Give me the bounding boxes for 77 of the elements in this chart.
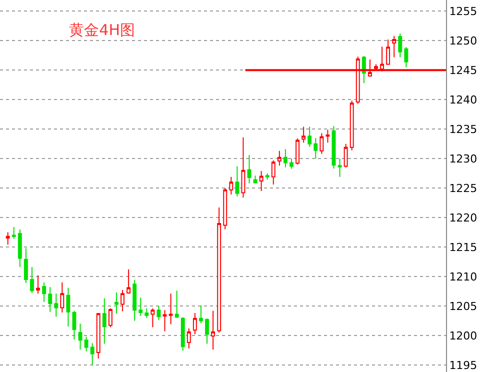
candlestick <box>320 132 324 154</box>
candlestick <box>84 336 88 352</box>
y-tick-label: 1220 <box>449 211 478 224</box>
y-tick-label: 1255 <box>449 5 478 18</box>
candlestick <box>241 136 246 198</box>
candlestick <box>180 316 185 352</box>
y-tick-label: 1250 <box>449 34 478 48</box>
candlestick <box>78 323 82 350</box>
candlestick <box>398 33 402 58</box>
candlestick <box>198 304 203 324</box>
candlestick <box>60 282 64 313</box>
candlestick <box>192 312 197 335</box>
candlestick <box>205 318 209 344</box>
candlestick <box>138 297 143 316</box>
candlestick <box>344 143 348 168</box>
candlestick <box>150 308 155 328</box>
candlestick <box>132 280 137 322</box>
y-tick-label: 1200 <box>449 329 478 342</box>
candlestick <box>223 188 228 230</box>
candlestick <box>102 298 106 344</box>
y-tick-label: 1215 <box>449 240 478 254</box>
candlestick <box>229 176 234 196</box>
candlestick <box>314 137 318 160</box>
candlestick <box>156 305 161 321</box>
y-tick-label: 1225 <box>449 182 478 195</box>
candlestick <box>6 232 10 246</box>
candlestick <box>332 126 336 170</box>
candlestick <box>168 293 173 325</box>
candlestick <box>72 310 76 340</box>
candlestick <box>24 248 28 284</box>
candlestick <box>96 312 100 359</box>
candlestick <box>362 56 366 84</box>
candlestick <box>386 39 390 66</box>
candlestick <box>108 308 112 328</box>
candlestick <box>66 287 70 328</box>
candlestick <box>211 310 216 350</box>
candlestick <box>265 172 270 180</box>
candlestick <box>36 274 40 294</box>
y-tick-label: 1205 <box>449 300 478 313</box>
candlestick <box>404 46 408 68</box>
candlestick <box>54 293 58 318</box>
candlestick <box>162 310 167 332</box>
candlestick <box>338 158 342 178</box>
candlestick <box>277 150 282 166</box>
candlestick <box>259 170 264 192</box>
candlestick <box>126 268 131 294</box>
candlestick <box>120 290 124 312</box>
candlestick <box>296 138 300 165</box>
candlestick <box>235 166 240 197</box>
candlestick <box>114 292 118 314</box>
y-tick-label: 1195 <box>449 358 478 372</box>
candlestick <box>144 308 149 318</box>
candlestick <box>308 126 312 148</box>
candlestick <box>42 282 46 302</box>
y-tick-label: 1235 <box>449 122 478 136</box>
candlestick <box>12 226 16 240</box>
y-tick-label: 1240 <box>449 93 478 106</box>
candlestick <box>253 175 258 184</box>
candlestick <box>247 154 252 184</box>
candlestick <box>18 228 22 268</box>
candlestick <box>283 148 288 168</box>
candlestick <box>90 342 94 366</box>
y-tick-label: 1245 <box>449 64 478 78</box>
candlestick <box>392 35 396 58</box>
candlestick <box>186 328 191 349</box>
y-tick-label: 1230 <box>449 152 478 166</box>
candlestick <box>30 266 34 294</box>
candlestick <box>271 160 276 186</box>
text: 黄金4H图 <box>69 21 135 40</box>
candlestick <box>48 286 52 312</box>
candlestick <box>174 290 179 318</box>
candlestick <box>302 126 306 144</box>
y-tick-label: 1210 <box>449 270 478 284</box>
candlestick <box>217 207 222 333</box>
candlestick <box>350 100 354 151</box>
candlestick <box>326 129 330 144</box>
candlestick <box>290 158 294 170</box>
